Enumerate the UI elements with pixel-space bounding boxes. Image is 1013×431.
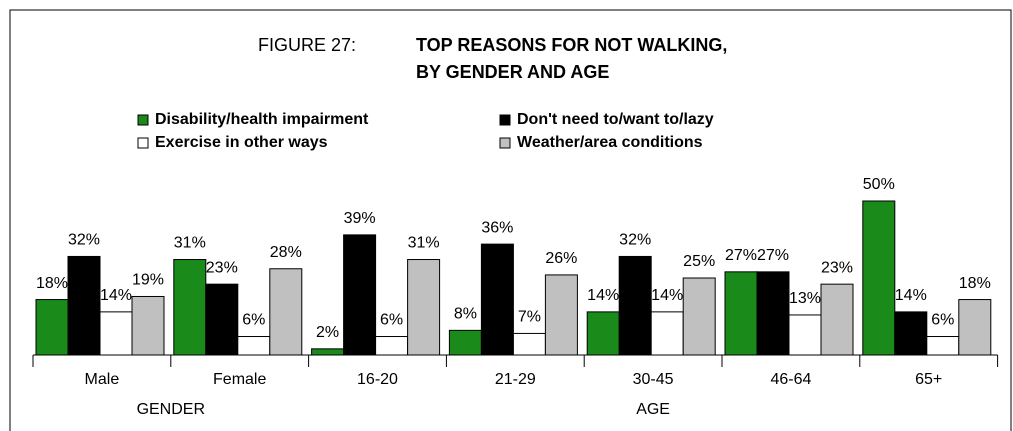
value-label: 8%: [454, 306, 477, 323]
bar: [894, 311, 928, 356]
x-tick-label: 65+: [915, 371, 942, 388]
value-label: 27%: [757, 247, 789, 264]
value-label: 36%: [481, 219, 513, 236]
value-label: 23%: [206, 259, 238, 276]
bar: [724, 271, 758, 356]
bar: [173, 259, 207, 356]
value-label: 7%: [518, 309, 541, 326]
value-label: 6%: [931, 312, 954, 329]
value-label: 31%: [174, 235, 206, 252]
value-label: 13%: [789, 290, 821, 307]
bar: [618, 255, 652, 356]
bar: [99, 311, 133, 356]
bar: [512, 332, 546, 356]
value-label: 26%: [545, 250, 577, 267]
bar: [311, 348, 345, 356]
value-label: 14%: [895, 287, 927, 304]
value-label: 14%: [651, 287, 683, 304]
value-label: 25%: [683, 253, 715, 270]
bar: [926, 336, 960, 356]
bar: [269, 268, 303, 356]
legend-swatch: [499, 137, 511, 149]
bar: [862, 200, 896, 356]
x-tick-label: Male: [85, 371, 120, 388]
bar: [544, 274, 578, 356]
bar: [682, 277, 716, 356]
chart-title: TOP REASONS FOR NOT WALKING,: [416, 35, 727, 55]
value-label: 39%: [344, 210, 376, 227]
value-label: 18%: [36, 275, 68, 292]
group-label: AGE: [636, 401, 670, 418]
legend-label: Don't need to/want to/lazy: [517, 111, 714, 128]
value-label: 23%: [821, 259, 853, 276]
x-tick-label: 21-29: [495, 371, 536, 388]
value-label: 28%: [270, 244, 302, 261]
legend-label: Weather/area conditions: [517, 134, 703, 151]
group-label: GENDER: [137, 401, 205, 418]
legend-label: Exercise in other ways: [155, 134, 328, 151]
value-label: 50%: [863, 176, 895, 193]
x-tick-label: 46-64: [770, 371, 811, 388]
bar: [820, 283, 854, 356]
x-tick-label: 16-20: [357, 371, 398, 388]
bar: [35, 299, 69, 356]
chart-title: BY GENDER AND AGE: [416, 62, 609, 82]
legend-label: Disability/health impairment: [155, 111, 369, 128]
bar: [375, 336, 409, 356]
value-label: 27%: [725, 247, 757, 264]
bar: [67, 255, 101, 356]
value-label: 14%: [587, 287, 619, 304]
value-label: 6%: [242, 312, 265, 329]
bar: [650, 311, 684, 356]
value-label: 14%: [100, 287, 132, 304]
value-label: 32%: [619, 232, 651, 249]
value-label: 2%: [316, 324, 339, 341]
bar: [448, 329, 482, 356]
bar: [788, 314, 822, 356]
legend-swatch: [137, 137, 149, 149]
x-tick-label: Female: [213, 371, 266, 388]
bar: [586, 311, 620, 356]
bar: [237, 336, 271, 356]
bar: [131, 295, 165, 356]
bar: [205, 283, 239, 356]
value-label: 18%: [959, 275, 991, 292]
value-label: 6%: [380, 312, 403, 329]
bar: [480, 243, 514, 356]
value-label: 31%: [408, 235, 440, 252]
value-label: 32%: [68, 232, 100, 249]
bar: [958, 299, 992, 356]
legend-swatch: [137, 114, 149, 126]
bar: [756, 271, 790, 356]
figure-label: FIGURE 27:: [258, 35, 356, 55]
legend-swatch: [499, 114, 511, 126]
frame: [9, 9, 1012, 431]
value-label: 19%: [132, 272, 164, 289]
bar: [407, 259, 441, 356]
bar: [343, 234, 377, 356]
x-tick-label: 30-45: [633, 371, 674, 388]
